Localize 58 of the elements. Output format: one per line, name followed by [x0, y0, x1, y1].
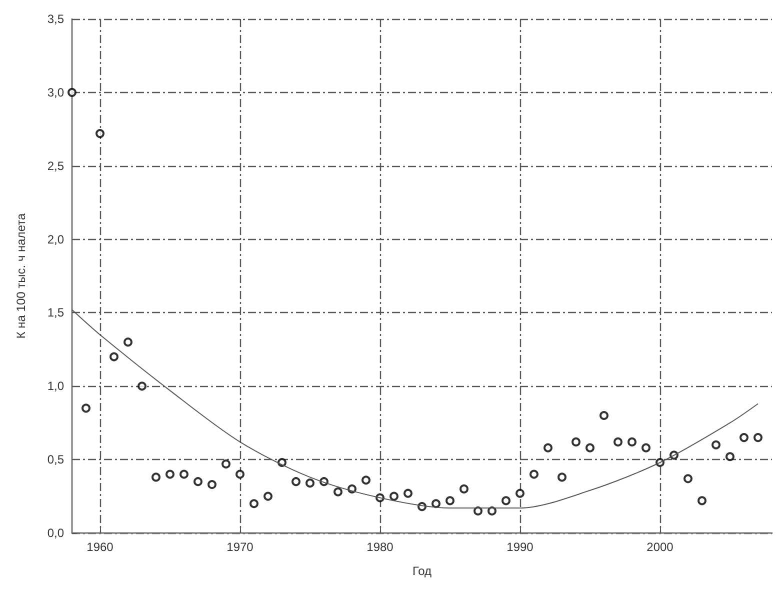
x-tick-label: 1990	[506, 540, 534, 554]
x-tick-label: 1970	[226, 540, 254, 554]
point	[306, 478, 314, 488]
point	[250, 499, 258, 508]
point	[292, 477, 300, 486]
point	[180, 470, 188, 479]
y-tick-label: 2,0	[47, 232, 64, 246]
point	[446, 496, 454, 506]
point	[530, 470, 538, 479]
point	[194, 477, 202, 486]
point	[474, 506, 482, 516]
point	[460, 484, 468, 494]
point	[614, 437, 622, 446]
point	[432, 499, 440, 508]
y-tick-label: 3,5	[47, 12, 64, 26]
y-axis-title: К на 100 тыс. ч налета	[14, 213, 28, 339]
point	[544, 443, 552, 452]
point	[68, 88, 76, 97]
x-axis-title: Год	[412, 564, 432, 578]
point	[222, 459, 230, 468]
y-tick-label: 0,0	[47, 526, 64, 540]
x-tick-label: 1980	[366, 540, 394, 554]
point	[110, 352, 118, 362]
y-tick-label: 1,5	[47, 306, 64, 320]
point	[642, 443, 650, 452]
point	[572, 437, 580, 446]
point	[236, 470, 244, 479]
point	[152, 472, 160, 482]
point	[712, 440, 720, 450]
point	[586, 443, 594, 452]
y-tick-label: 3,0	[47, 85, 64, 100]
x-tick-label: 2000	[646, 540, 674, 554]
point	[362, 476, 370, 485]
point	[334, 487, 342, 496]
point	[558, 472, 566, 482]
point	[124, 338, 132, 347]
point	[628, 437, 636, 446]
point	[502, 496, 510, 506]
point	[166, 470, 174, 479]
point	[698, 496, 706, 506]
point	[82, 404, 90, 413]
point	[740, 433, 748, 442]
point	[684, 474, 692, 484]
point	[96, 129, 104, 138]
point	[208, 480, 216, 490]
point	[516, 488, 524, 498]
point	[138, 382, 146, 391]
point	[488, 506, 496, 516]
point	[754, 433, 762, 442]
y-tick-label: 2,5	[47, 158, 64, 173]
y-tick-label: 1,0	[47, 379, 64, 394]
point	[404, 488, 412, 498]
point	[264, 492, 272, 501]
x-tick-label: 1960	[86, 540, 114, 554]
y-tick-label: 0,5	[47, 452, 64, 467]
point	[726, 452, 734, 462]
point	[600, 411, 608, 420]
point	[390, 492, 398, 501]
